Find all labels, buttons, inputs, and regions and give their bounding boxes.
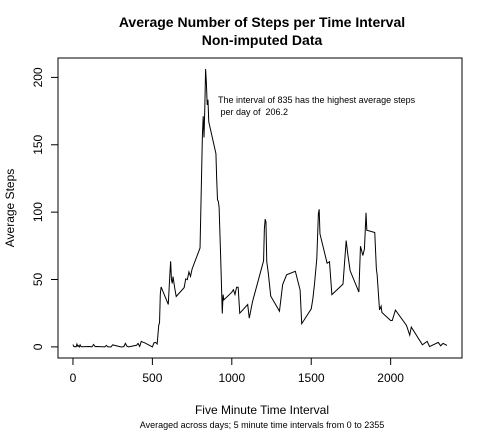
x-tick-label: 2000 <box>377 371 404 385</box>
plot-frame <box>57 57 463 359</box>
data-line <box>72 69 448 348</box>
x-tick-label: 0 <box>70 371 77 385</box>
y-axis-label: Average Steps <box>3 169 17 248</box>
x-tick-label: 1000 <box>218 371 245 385</box>
annotation: The interval of 835 has the highest aver… <box>218 95 416 105</box>
x-tick-label: 1500 <box>298 371 325 385</box>
chart-title: Average Number of Steps per Time Interva… <box>119 14 405 30</box>
x-tick-label: 500 <box>142 371 162 385</box>
y-tick-label: 200 <box>31 67 45 87</box>
y-tick-label: 150 <box>31 134 45 154</box>
y-tick-label: 0 <box>31 343 45 350</box>
x-axis-label: Five Minute Time Interval <box>195 403 329 417</box>
chart-title: Non-imputed Data <box>202 32 323 48</box>
y-tick-label: 50 <box>31 273 45 287</box>
y-tick-label: 100 <box>31 202 45 222</box>
annotation: per day of 206.2 <box>218 107 288 117</box>
subtitle: Averaged across days; 5 minute time inte… <box>140 420 384 430</box>
